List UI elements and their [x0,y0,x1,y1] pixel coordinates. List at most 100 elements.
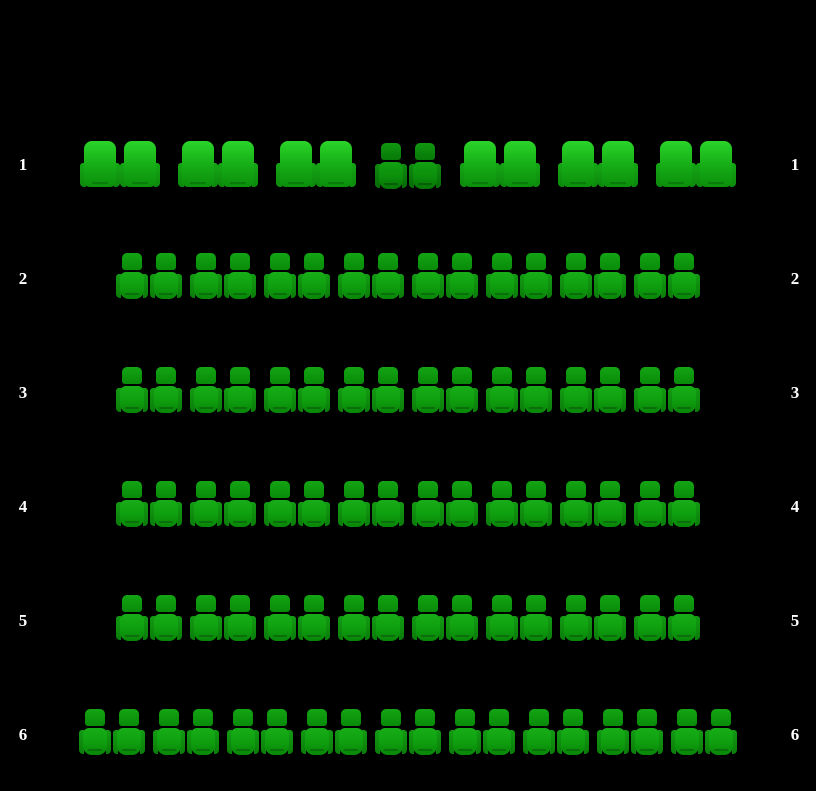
seat[interactable] [593,367,627,413]
seat[interactable] [115,367,149,413]
seat[interactable] [408,709,442,755]
seat[interactable] [371,253,405,299]
seat[interactable] [80,139,120,189]
seat[interactable] [559,367,593,413]
seat[interactable] [374,143,408,189]
seat[interactable] [112,709,146,755]
seat[interactable] [667,367,701,413]
seat[interactable] [696,139,736,189]
seat[interactable] [189,595,223,641]
seat[interactable] [149,253,183,299]
seat[interactable] [411,367,445,413]
seat[interactable] [189,481,223,527]
seat[interactable] [334,709,368,755]
seat[interactable] [149,481,183,527]
seat[interactable] [593,481,627,527]
seat[interactable] [371,481,405,527]
seat[interactable] [559,253,593,299]
seat[interactable] [115,253,149,299]
seat[interactable] [596,709,630,755]
seat[interactable] [460,139,500,189]
seat[interactable] [633,367,667,413]
seat[interactable] [316,139,356,189]
seat-cushion-line [418,749,432,751]
seat[interactable] [115,481,149,527]
seat[interactable] [633,253,667,299]
seat[interactable] [223,367,257,413]
seat[interactable] [297,367,331,413]
seat[interactable] [374,709,408,755]
seat[interactable] [411,253,445,299]
row-label-right: 3 [790,383,800,402]
seat[interactable] [667,481,701,527]
seat[interactable] [78,709,112,755]
seat[interactable] [149,367,183,413]
seat[interactable] [519,595,553,641]
seat[interactable] [263,367,297,413]
seat[interactable] [522,709,556,755]
seat[interactable] [519,253,553,299]
seat[interactable] [149,595,183,641]
seat[interactable] [593,253,627,299]
seat[interactable] [519,367,553,413]
seat[interactable] [178,139,218,189]
seat[interactable] [263,481,297,527]
seat[interactable] [337,253,371,299]
seat-cushion-line [307,521,321,523]
seat[interactable] [337,481,371,527]
seat[interactable] [558,139,598,189]
seat[interactable] [448,709,482,755]
seat[interactable] [223,253,257,299]
seat[interactable] [633,595,667,641]
seat[interactable] [371,595,405,641]
seat[interactable] [445,253,479,299]
seat[interactable] [115,595,149,641]
seat[interactable] [598,139,638,189]
seat[interactable] [445,367,479,413]
seat[interactable] [670,709,704,755]
seat[interactable] [218,139,258,189]
seat[interactable] [226,709,260,755]
seat[interactable] [704,709,738,755]
seat[interactable] [337,595,371,641]
seat[interactable] [263,253,297,299]
seat[interactable] [297,481,331,527]
seat[interactable] [482,709,516,755]
seat[interactable] [633,481,667,527]
seat[interactable] [186,709,220,755]
seat[interactable] [411,481,445,527]
seat[interactable] [189,253,223,299]
seat[interactable] [500,139,540,189]
seat[interactable] [667,253,701,299]
seat[interactable] [300,709,334,755]
seat[interactable] [485,367,519,413]
seat[interactable] [656,139,696,189]
seat[interactable] [276,139,316,189]
seat[interactable] [559,595,593,641]
seat[interactable] [519,481,553,527]
seat[interactable] [485,481,519,527]
seat[interactable] [297,253,331,299]
seat[interactable] [630,709,664,755]
seat[interactable] [297,595,331,641]
seat[interactable] [485,595,519,641]
seat[interactable] [593,595,627,641]
seat[interactable] [556,709,590,755]
seat[interactable] [189,367,223,413]
seat[interactable] [263,595,297,641]
seat[interactable] [667,595,701,641]
seat[interactable] [411,595,445,641]
seat[interactable] [223,481,257,527]
seat[interactable] [445,481,479,527]
seat[interactable] [260,709,294,755]
seat[interactable] [152,709,186,755]
seat[interactable] [485,253,519,299]
seat[interactable] [223,595,257,641]
seat[interactable] [559,481,593,527]
seat[interactable] [337,367,371,413]
seat[interactable] [445,595,479,641]
seat-armrest-right [661,274,666,298]
seat[interactable] [408,143,442,189]
seat[interactable] [371,367,405,413]
seat[interactable] [120,139,160,189]
